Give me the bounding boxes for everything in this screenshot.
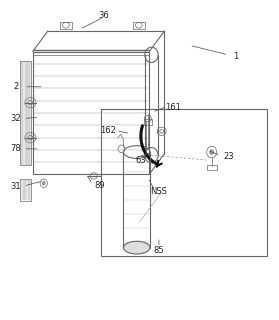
Text: 78: 78 [11,144,21,153]
Bar [60,22,72,29]
Text: 162: 162 [100,126,116,135]
Text: 31: 31 [11,182,21,191]
Text: 2: 2 [13,82,19,91]
Text: 63: 63 [136,156,146,164]
Bar [33,52,149,174]
Text: 1: 1 [233,52,238,61]
Text: 85: 85 [154,246,164,255]
Ellipse shape [210,150,214,154]
Bar [207,165,217,170]
Ellipse shape [123,241,150,254]
Text: 32: 32 [11,114,21,123]
Text: NSS: NSS [150,188,167,196]
Bar [20,61,31,165]
Bar [101,109,267,256]
Text: 36: 36 [98,11,109,20]
Text: 89: 89 [94,181,105,190]
Bar [133,22,145,29]
Ellipse shape [42,182,45,185]
Bar [20,179,31,201]
Text: 161: 161 [165,103,181,112]
Text: 23: 23 [223,152,234,161]
Bar [144,119,152,125]
